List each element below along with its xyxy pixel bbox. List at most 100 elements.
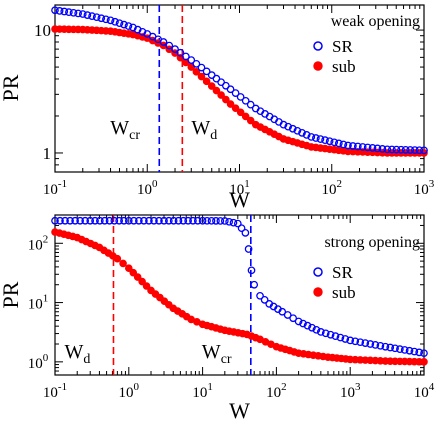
data-point-sr-top [363, 143, 372, 152]
data-point-sub-top [217, 91, 225, 99]
data-point-sr-bottom [193, 216, 202, 225]
data-point-sr-top [74, 9, 82, 18]
data-point-sub-bottom [142, 282, 151, 290]
data-point-sr-bottom [225, 217, 233, 226]
data-point-sr-top [339, 140, 348, 149]
y-tick-label-bottom: 100 [28, 352, 49, 372]
data-point-sr-top [246, 100, 255, 109]
marker-label-d-bottom: Wd [64, 341, 90, 367]
data-point-sr-bottom [229, 218, 238, 227]
x-tick-label-bottom: 102 [266, 381, 287, 401]
data-point-sr-top [241, 96, 250, 105]
data-point-sr-bottom [71, 216, 79, 225]
data-point-sr-bottom [207, 216, 216, 225]
data-point-sr-bottom [391, 344, 399, 353]
data-point-sr-top [401, 146, 410, 154]
data-point-sr-top [307, 133, 316, 141]
data-point-sr-bottom [381, 342, 390, 351]
data-point-sr-top [279, 120, 288, 129]
data-point-sub-bottom [133, 273, 142, 281]
data-point-sr-bottom [326, 330, 335, 339]
data-point-sub-bottom [113, 254, 122, 263]
x-tick-label-bottom: 104 [414, 381, 435, 401]
data-point-sr-bottom [233, 219, 242, 228]
data-point-sub-top [231, 104, 240, 112]
data-point-sr-top [60, 7, 69, 16]
data-point-sr-bottom [289, 314, 298, 323]
data-point-sr-bottom [256, 291, 264, 300]
data-point-sr-bottom [105, 216, 114, 225]
data-point-sr-top [181, 52, 190, 61]
data-point-sr-top [410, 146, 419, 154]
data-point-sr-top [83, 11, 92, 19]
data-point-sr-bottom [115, 216, 124, 225]
data-point-sr-bottom [396, 345, 404, 353]
x-tick-label-top: 101 [229, 178, 250, 198]
data-point-sr-top [171, 45, 179, 53]
data-point-sr-bottom [366, 340, 375, 348]
data-point-sr-bottom [299, 319, 307, 328]
data-point-sr-top [111, 17, 119, 26]
data-point-sr-bottom [237, 224, 246, 233]
data-point-sr-bottom [244, 245, 253, 253]
x-tick-label-bottom: 103 [340, 381, 361, 401]
data-point-sr-top [102, 15, 110, 24]
data-point-sr-top [187, 56, 196, 64]
data-point-sr-bottom [169, 216, 178, 225]
data-point-sr-bottom [294, 317, 303, 326]
data-point-sr-bottom [331, 332, 340, 341]
data-point-sr-bottom [66, 216, 74, 225]
data-point-sr-top [288, 124, 297, 133]
data-point-sr-top [88, 12, 96, 21]
data-point-sr-top [302, 131, 311, 139]
data-point-sr-top [353, 142, 362, 151]
legend-label-top: sub [332, 57, 356, 76]
data-point-sr-bottom [415, 348, 424, 357]
data-point-sr-top [78, 10, 87, 18]
data-point-sub-top [222, 95, 230, 104]
data-point-sr-bottom [410, 347, 419, 356]
data-point-sr-top [202, 67, 211, 76]
data-point-sr-top [159, 38, 168, 46]
legend-marker-sr-bottom [313, 267, 323, 277]
data-point-sr-top [383, 145, 392, 154]
data-point-sr-bottom [371, 341, 380, 349]
data-point-sr-bottom [96, 216, 104, 225]
data-point-sr-bottom [51, 216, 59, 225]
data-point-sr-bottom [216, 217, 225, 225]
legend-marker-sub-top [313, 61, 323, 71]
data-point-sr-bottom [135, 216, 143, 225]
panel-annotation-bottom: strong opening [324, 234, 420, 251]
legend-label-top: SR [332, 37, 353, 56]
data-point-sr-bottom [100, 216, 109, 225]
data-point-sub-top [202, 77, 211, 86]
data-point-sr-bottom [260, 295, 269, 304]
data-point-sr-top [373, 144, 382, 153]
x-tick-label-bottom: 100 [119, 381, 140, 401]
data-point-sr-top [192, 59, 201, 68]
data-point-sub-top [207, 82, 216, 90]
data-point-sr-bottom [86, 216, 95, 225]
data-point-sr-bottom [278, 307, 287, 316]
data-point-sr-top [293, 126, 302, 135]
data-point-sr-bottom [341, 335, 350, 343]
data-point-sr-top [397, 145, 405, 154]
data-point-sr-top [284, 122, 292, 131]
data-point-sr-top [165, 41, 174, 50]
data-point-sr-bottom [140, 216, 148, 225]
data-point-sr-top [392, 145, 401, 154]
data-point-sub-top [226, 100, 235, 108]
data-point-sr-top [316, 135, 325, 143]
data-point-sr-top [312, 134, 320, 142]
data-point-sr-bottom [405, 346, 414, 355]
data-point-sr-bottom [420, 349, 428, 358]
data-point-sr-top [420, 146, 428, 155]
data-point-sr-top [236, 93, 245, 101]
data-point-sr-bottom [174, 216, 183, 225]
x-tick-label-top: 100 [137, 178, 158, 198]
data-point-sub-top [246, 116, 255, 125]
data-point-sub-bottom [138, 277, 146, 286]
data-point-sr-bottom [316, 328, 325, 336]
data-point-sr-top [415, 146, 424, 155]
